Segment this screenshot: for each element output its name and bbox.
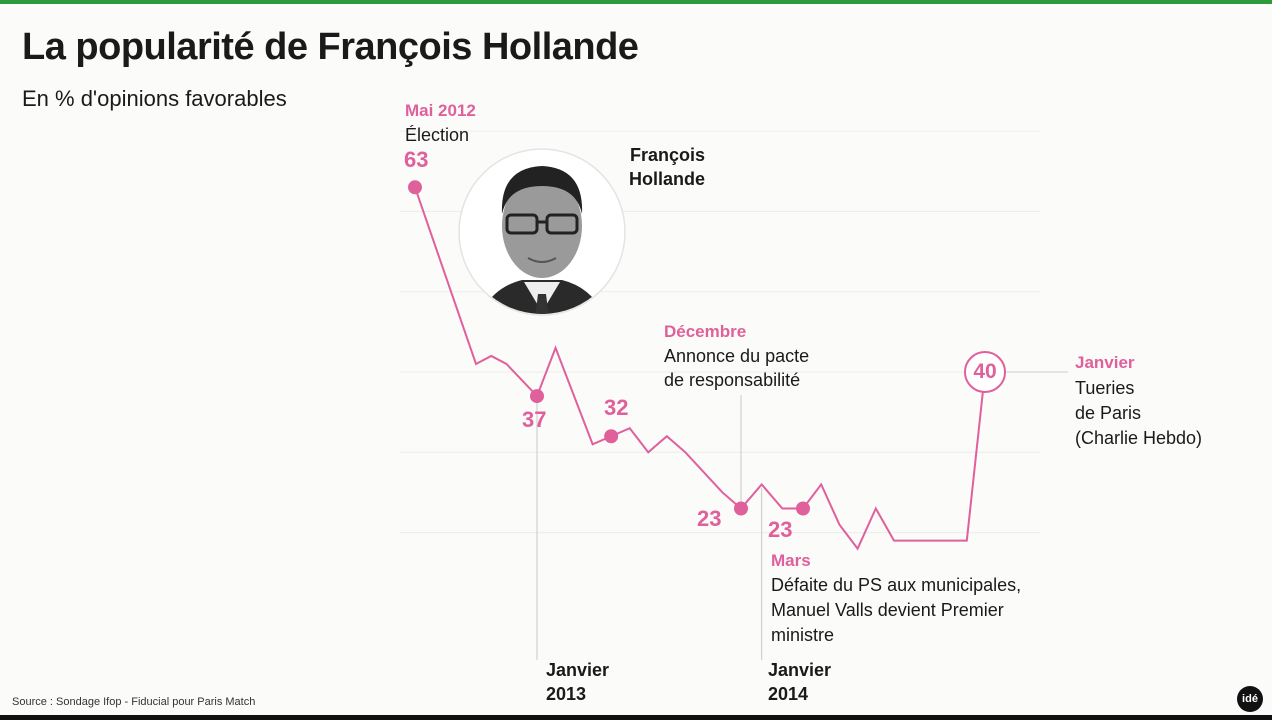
axis-label: 2013 [546,684,587,704]
annotation-event: de responsabilité [664,370,801,390]
annotation-event: de Paris [1075,403,1142,423]
annotation-event: Manuel Valls devient Premier [771,600,1004,620]
source-note: Source : Sondage Ifop - Fiducial pour Pa… [12,696,256,708]
data-label: 37 [522,407,547,432]
bottom-bar [0,715,1272,720]
data-label: 23 [697,506,722,531]
axis-label: 2014 [768,684,809,704]
portrait-photo [458,148,626,316]
annotation-event: Tueries [1075,378,1135,398]
annotation-event: Annonce du pacte [664,346,810,366]
annotation-event: Élection [405,125,470,145]
axis-label: Janvier [768,660,832,680]
data-point-2014-03 [796,501,810,516]
axis-label: Janvier [546,660,610,680]
data-label: 63 [404,147,429,172]
chart-subtitle: En % d'opinions favorables [22,86,287,111]
data-point-2013-01 [530,389,544,404]
data-label: 23 [768,517,793,542]
data-point-2012-05 [408,180,422,195]
annotation-month: Janvier [1075,353,1135,372]
publisher-logo: idé [1237,686,1263,712]
annotation-event: (Charlie Hebdo) [1075,428,1203,448]
annotation-event: Défaite du PS aux municipales, [771,575,1022,595]
annotation-month: Décembre [664,322,747,341]
data-label: 32 [604,395,629,420]
top-accent-bar [0,0,1272,4]
portrait-caption: François Hollande [628,145,705,189]
series-line [414,186,986,551]
chart-title: La popularité de François Hollande [22,26,639,68]
data-point-2013-05 [604,429,619,444]
data-point-2013-12 [734,501,748,516]
data-label: 40 [973,360,997,383]
annotation-month: Mai 2012 [405,101,476,120]
point-jan2015-circle [964,351,1006,393]
annotation-event: ministre [771,625,835,645]
annotation-month: Mars [771,551,811,570]
